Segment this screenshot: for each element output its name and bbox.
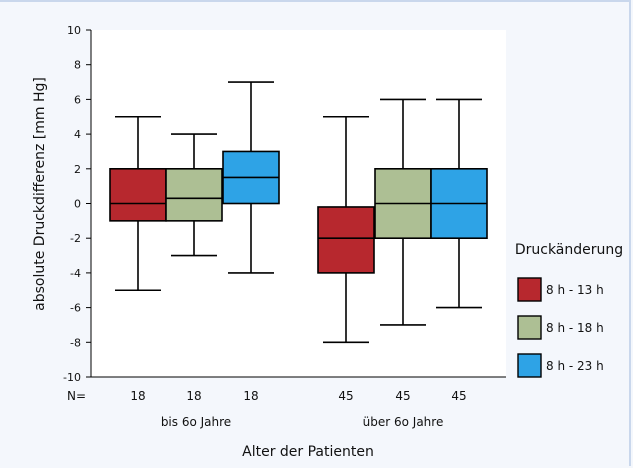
y-axis-label: absolute Druckdifferenz [mm Hg]: [32, 77, 48, 311]
box-iqr: [109, 168, 167, 222]
legend-entry-label: 8 h - 23 h: [546, 359, 604, 373]
y-tick-label: 0: [74, 198, 81, 211]
box-8h-18h-group-0: [165, 133, 223, 257]
n-label: N=: [67, 389, 86, 403]
n-count: 45: [338, 389, 353, 403]
y-tick-label: -8: [70, 336, 81, 349]
legend-swatch: [517, 277, 542, 302]
box-8h-23h-group-1: [430, 98, 488, 309]
box-iqr: [165, 168, 223, 222]
y-axis: 10 8 6 4 2 0 -2 -4 -6 -8 -10: [63, 24, 91, 384]
y-tick-label: 2: [74, 163, 81, 176]
box-iqr: [317, 206, 375, 274]
box-8h-18h-group-1: [374, 98, 432, 326]
x-axis-label: Alter der Patienten: [242, 444, 374, 460]
n-count: 45: [451, 389, 466, 403]
n-count: 45: [395, 389, 410, 403]
legend-entry-label: 8 h - 13 h: [546, 283, 604, 297]
n-count: 18: [186, 389, 201, 403]
legend: Druckänderung 8 h - 13 h 8 h - 18 h 8 h - …: [515, 242, 623, 378]
y-tick-label: -10: [63, 371, 81, 384]
legend-swatch: [517, 353, 542, 378]
n-count: 18: [243, 389, 258, 403]
y-tick-label: 8: [74, 59, 81, 72]
y-tick-label: 4: [74, 128, 81, 141]
box-8h-23h-group-0: [222, 81, 280, 274]
box-8h-13h-group-1: [317, 115, 375, 344]
y-tick-label: -6: [70, 302, 81, 315]
legend-swatch: [517, 315, 542, 340]
group-label-0: bis 6o Jahre: [161, 415, 231, 429]
n-counts: 18 18 18 45 45 45: [130, 389, 466, 403]
legend-entry-label: 8 h - 18 h: [546, 321, 604, 335]
legend-title: Druckänderung: [515, 242, 623, 258]
y-tick-label: 10: [67, 24, 81, 37]
group-label-1: über 6o Jahre: [363, 415, 444, 429]
y-tick-label: -4: [70, 267, 81, 280]
y-tick-label: 6: [74, 93, 81, 106]
box-series: [109, 81, 488, 344]
box-8h-13h-group-0: [109, 115, 167, 292]
n-count: 18: [130, 389, 145, 403]
y-tick-label: -2: [70, 232, 81, 245]
